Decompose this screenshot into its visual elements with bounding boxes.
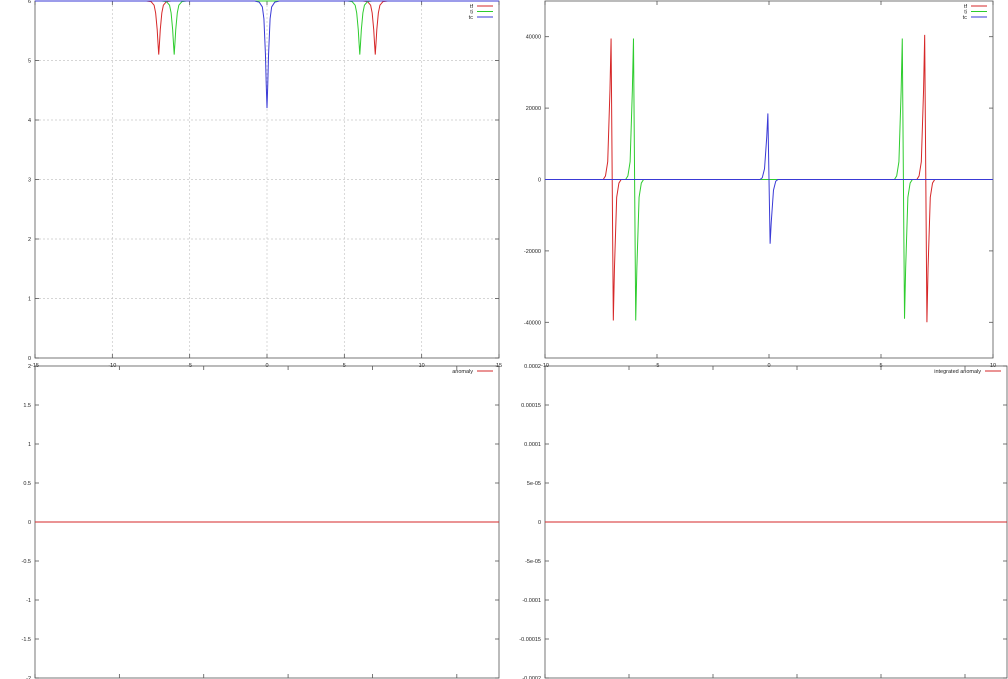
y-tick-label: 0.0001 [524, 442, 541, 448]
y-tick-label: 2 [28, 364, 31, 370]
legend-label: integrated anomaly [934, 369, 981, 375]
chart-panel-3: 00.20.40.60.81-2-1.5-1-0.500.511.52anoma… [22, 364, 500, 679]
y-tick-label: 2 [28, 237, 31, 243]
chart-panel-4: 00.20.40.60.81-0.0002-0.00015-0.0001-5e-… [519, 364, 1008, 679]
series-line-ti [35, 0, 499, 55]
y-tick-label: 5 [28, 59, 31, 65]
y-tick-label: 0 [538, 520, 541, 526]
y-tick-label: -20000 [524, 249, 541, 255]
y-tick-label: 1 [28, 442, 31, 448]
y-tick-label: -40000 [524, 320, 541, 326]
y-tick-label: 1.5 [23, 403, 31, 409]
legend-label: ti [470, 10, 473, 16]
y-tick-label: -1.5 [22, 637, 31, 643]
y-tick-label: 6 [28, 0, 31, 5]
legend-label: tc [963, 15, 968, 21]
y-tick-label: -5e-05 [525, 559, 541, 565]
y-tick-label: 0.00015 [521, 403, 541, 409]
legend-label: anomaly [452, 369, 473, 375]
y-tick-label: 40000 [526, 35, 541, 41]
y-tick-label: 0.0002 [524, 364, 541, 370]
y-tick-label: 0.5 [23, 481, 31, 487]
y-tick-label: 1 [28, 297, 31, 303]
legend-label: ti [964, 10, 967, 16]
y-tick-label: -0.00015 [519, 637, 541, 643]
y-tick-label: 0 [28, 356, 31, 362]
y-tick-label: -0.0002 [522, 676, 541, 679]
series-line-tc [35, 0, 499, 109]
y-tick-label: 0 [28, 520, 31, 526]
legend-label: tf [964, 4, 968, 10]
y-tick-label: 0 [538, 178, 541, 184]
y-tick-label: -0.5 [22, 559, 31, 565]
series-line-tc [545, 113, 993, 244]
legend-label: tf [470, 4, 474, 10]
y-tick-label: -2 [26, 676, 31, 679]
y-tick-label: 4 [28, 118, 31, 124]
y-tick-label: -1 [26, 598, 31, 604]
y-tick-label: 20000 [526, 106, 541, 112]
y-tick-label: 5e-05 [527, 481, 541, 487]
y-tick-label: 3 [28, 178, 31, 184]
y-tick-label: -0.0001 [522, 598, 541, 604]
legend-label: tc [469, 15, 474, 21]
